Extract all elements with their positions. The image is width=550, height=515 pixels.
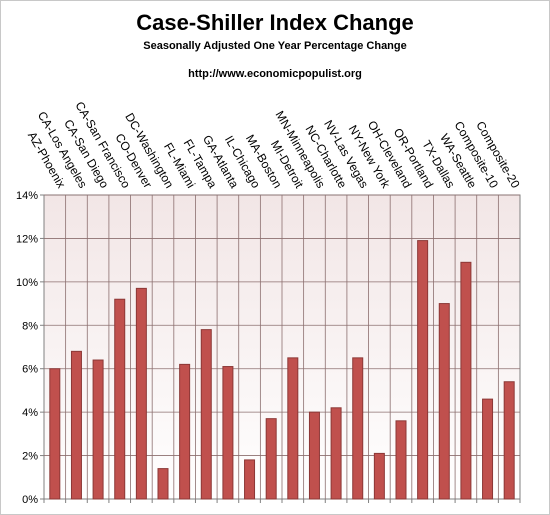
bar [135,287,147,500]
bar [287,357,299,500]
bar [179,363,191,500]
y-tick-label: 2% [22,451,38,463]
y-tick-label: 14% [16,190,38,202]
bar [244,459,256,500]
y-tick-label: 4% [22,407,38,419]
y-tick-label: 10% [16,277,38,289]
bar [92,359,104,500]
bar [503,381,515,500]
bar [460,261,472,500]
bar [330,407,342,500]
y-tick-label: 12% [16,233,38,245]
bar [352,357,364,500]
bar [417,240,429,500]
bar [157,468,169,500]
bar [49,368,61,500]
bar [373,452,385,500]
bar [222,366,234,500]
bar [70,350,82,500]
y-tick-label: 8% [22,320,38,332]
bar [482,398,494,500]
bar [114,298,126,500]
chart-title: Case-Shiller Index Change [136,10,414,35]
bar [308,411,320,500]
y-tick-label: 6% [22,364,38,376]
bar [265,418,277,500]
chart-subtitle: Seasonally Adjusted One Year Percentage … [143,40,407,52]
bar [395,420,407,500]
bar [200,329,212,500]
y-tick-label: 0% [22,494,38,506]
source-url: http://www.economicpopulist.org [188,68,362,80]
bar [438,303,450,500]
